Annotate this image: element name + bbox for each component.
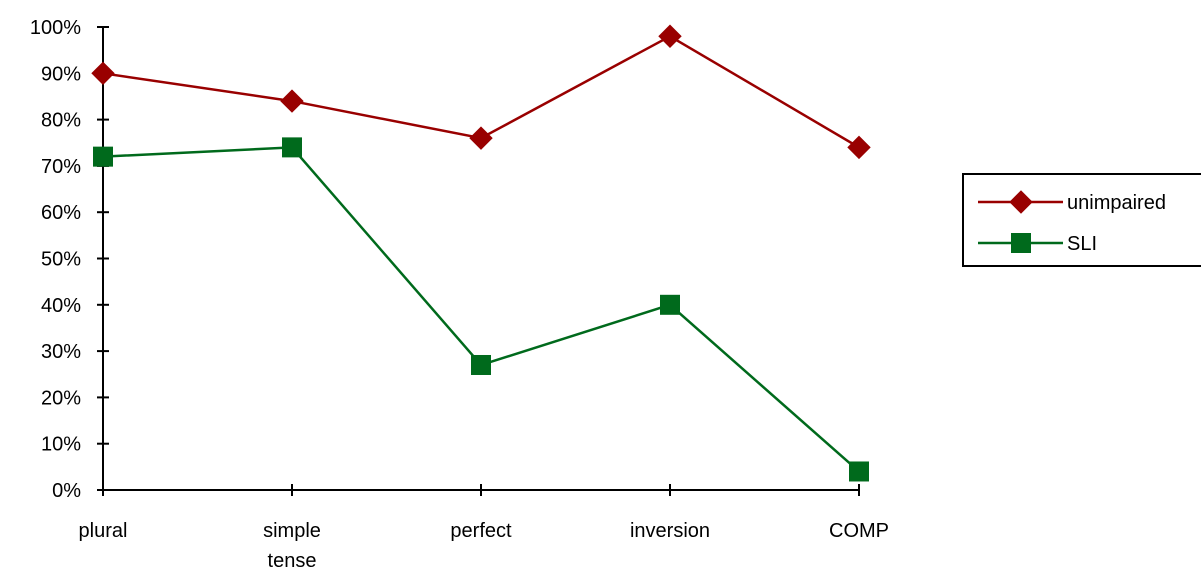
x-tick-label: inversion <box>630 520 710 542</box>
y-tick-label: 20% <box>41 387 81 409</box>
data-point <box>847 135 871 160</box>
data-point <box>849 461 869 482</box>
y-tick-label: 30% <box>41 341 81 363</box>
data-point <box>93 146 113 167</box>
data-point <box>660 294 680 315</box>
series-unimpaired <box>91 24 871 160</box>
legend-item: unimpaired <box>978 190 1166 214</box>
y-tick-label: 90% <box>41 63 81 85</box>
legend-item: SLI <box>978 233 1097 255</box>
y-tick-label: 70% <box>41 156 81 178</box>
data-point <box>280 89 304 113</box>
y-tick-label: 100% <box>30 17 81 39</box>
y-tick-label: 10% <box>41 434 81 456</box>
data-point <box>282 137 302 158</box>
series-sli <box>93 137 869 482</box>
y-tick-label: 50% <box>41 249 81 271</box>
y-tick-label: 60% <box>41 202 81 224</box>
x-tick-label: simple tense <box>263 520 321 572</box>
data-point <box>658 24 682 48</box>
y-tick-label: 0% <box>52 480 81 502</box>
legend-marker <box>1011 233 1031 253</box>
data-point <box>469 126 493 150</box>
series-line <box>102 146 860 473</box>
x-tick-label: perfect <box>450 520 512 542</box>
legend-marker <box>1009 190 1033 214</box>
legend-box <box>962 173 1201 267</box>
x-tick-label: plural <box>79 520 128 542</box>
legend-label: unimpaired <box>1067 192 1166 214</box>
legend-label: SLI <box>1067 233 1097 255</box>
data-point <box>91 61 115 86</box>
series-layer <box>91 24 871 482</box>
x-tick-label: COMP <box>829 520 889 542</box>
data-point <box>471 354 491 375</box>
y-tick-label: 40% <box>41 295 81 317</box>
legend: unimpaired SLI <box>962 173 1201 267</box>
axes: 0% 10% 20% 30% 40% 50% 60% 70% 80% 90% 100% plural s… <box>30 17 889 572</box>
y-tick-label: 80% <box>41 110 81 132</box>
